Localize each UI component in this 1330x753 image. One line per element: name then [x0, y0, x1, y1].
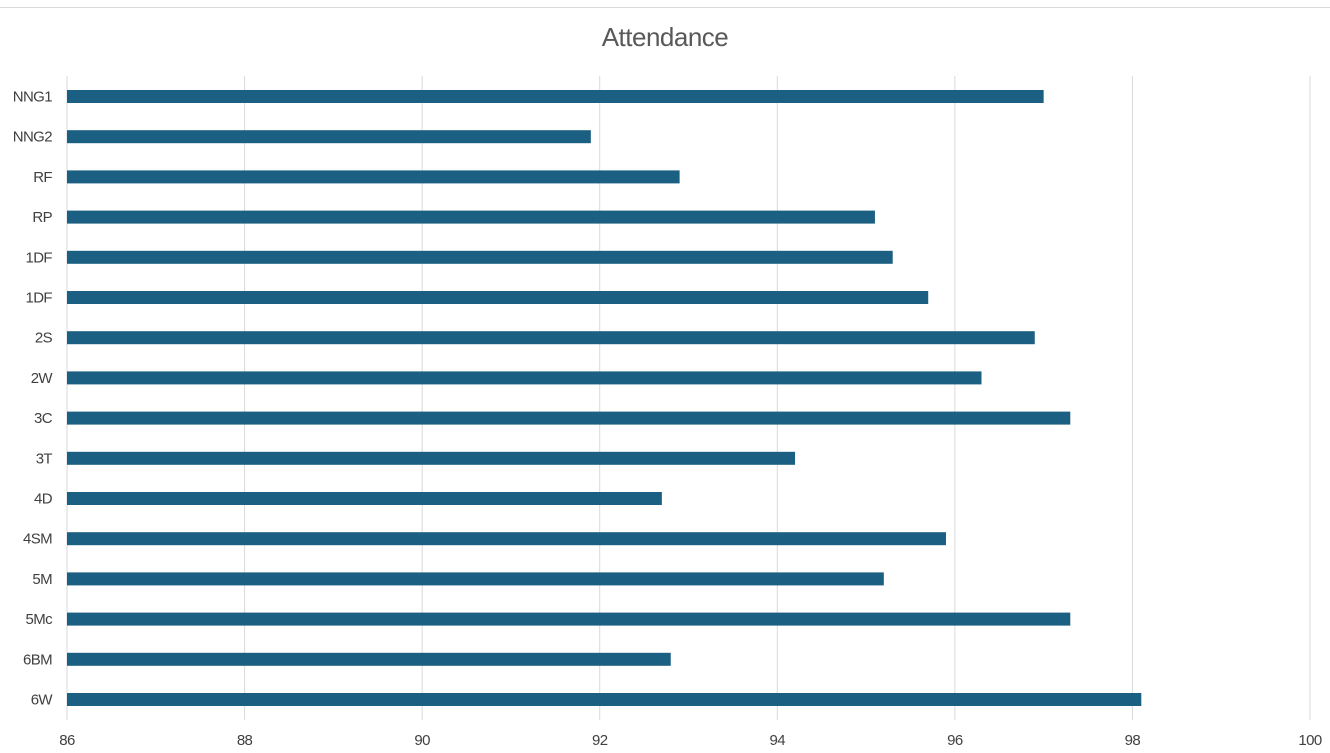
bar — [67, 331, 1035, 345]
bar — [67, 250, 893, 264]
bar — [67, 532, 946, 546]
category-label: 4D — [34, 491, 53, 508]
bar — [67, 492, 662, 505]
category-label: 1DF — [25, 290, 52, 307]
top-border — [0, 7, 1330, 8]
category-label: 6W — [31, 692, 54, 709]
category-label: 6BM — [23, 651, 52, 668]
x-tick-labels: 86 88 90 92 94 96 98 100 — [59, 732, 1322, 749]
category-label: RP — [32, 209, 52, 226]
bar — [67, 291, 929, 304]
category-label: 5M — [32, 571, 52, 588]
category-label: 3T — [36, 450, 53, 467]
bar — [67, 652, 671, 666]
bar — [67, 210, 875, 224]
bar — [67, 371, 982, 385]
category-label: 1DF — [25, 249, 52, 266]
x-tick-label: 92 — [592, 732, 608, 749]
bar — [67, 170, 680, 184]
x-tick-label: 86 — [59, 732, 75, 749]
bar — [67, 572, 884, 586]
bar — [67, 90, 1044, 103]
bar — [67, 693, 1142, 706]
x-tick-label: 98 — [1125, 732, 1141, 749]
category-label: 4SM — [23, 531, 52, 548]
x-tick-label: 88 — [237, 732, 253, 749]
x-tick-label: 90 — [414, 732, 430, 749]
category-label: NNG1 — [13, 89, 53, 106]
bar — [67, 130, 591, 144]
chart-title: Attendance — [601, 22, 729, 52]
category-label: 2S — [35, 330, 53, 347]
x-tick-label: 100 — [1298, 732, 1321, 749]
category-label: RF — [33, 169, 52, 186]
bar — [67, 451, 796, 465]
bar — [67, 411, 1071, 425]
category-label: 3C — [34, 410, 53, 427]
x-tick-label: 96 — [947, 732, 963, 749]
category-label: 2W — [31, 370, 54, 387]
category-label: 5Mc — [25, 611, 53, 628]
bar — [67, 612, 1071, 626]
category-label: NNG2 — [13, 129, 53, 146]
x-tick-label: 94 — [770, 732, 786, 749]
bars — [67, 90, 1142, 706]
category-labels: NNG1 NNG2 RF RP 1DF 1DF 2S 2W 3C 3T 4D 4SM 5M 5Mc 6BM 6… — [13, 89, 54, 709]
